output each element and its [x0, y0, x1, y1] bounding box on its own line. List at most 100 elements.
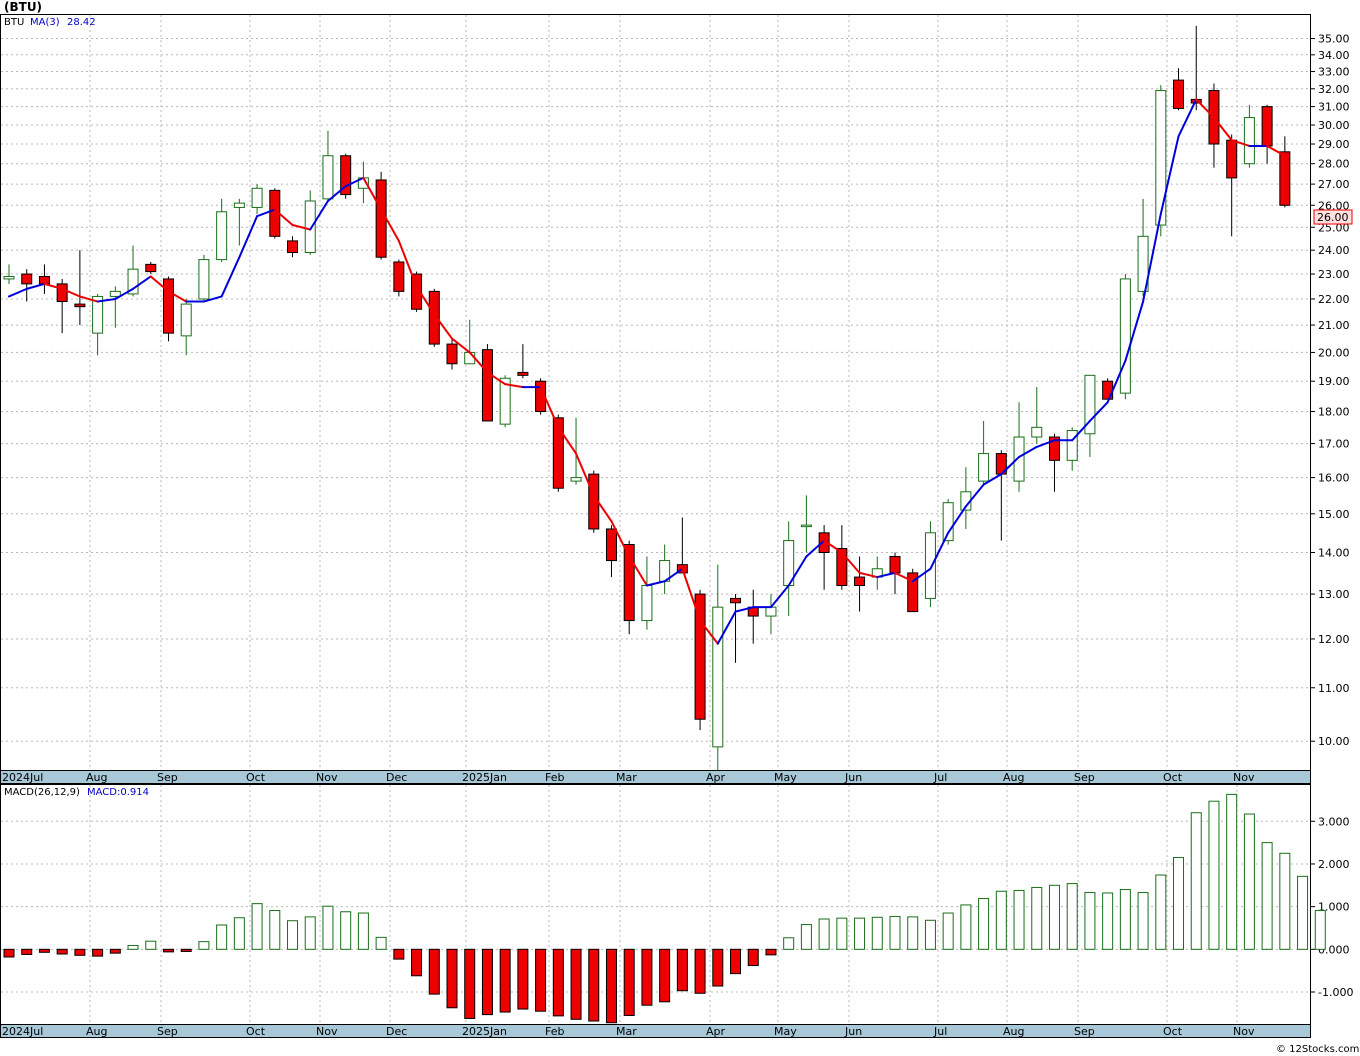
macd-bar — [269, 909, 281, 950]
candle — [216, 198, 228, 262]
candle-body — [1226, 139, 1238, 179]
candle-body — [1243, 117, 1255, 165]
candle — [818, 525, 830, 590]
macd-bar — [109, 948, 121, 954]
macd-bar — [499, 948, 511, 1013]
ma-segment — [1212, 116, 1233, 142]
macd-tick-label: 2.000 — [1318, 858, 1350, 871]
macd-bar — [1031, 886, 1043, 950]
ma-segment — [557, 426, 578, 455]
candle-body — [127, 268, 139, 295]
price-x-label: May — [774, 771, 797, 784]
candle — [1031, 387, 1043, 444]
candle-body — [180, 303, 192, 337]
candle-body — [1155, 90, 1167, 226]
candle-body — [375, 179, 387, 258]
candle-body — [836, 548, 848, 587]
macd-bar — [56, 948, 68, 955]
ma-segment — [947, 505, 967, 534]
price-x-axis: 2024Jul Aug Sep Oct Nov Dec 2025Jan Feb Mar Apr Ma… — [2, 771, 1255, 784]
macd-bar — [730, 948, 742, 975]
ma-segment — [1088, 401, 1109, 422]
macd-bar — [375, 936, 387, 950]
price-tick-label: 32.00 — [1318, 83, 1350, 96]
ma-segment — [8, 287, 28, 298]
candle — [836, 525, 848, 590]
candle-body — [570, 477, 582, 482]
macd-bar — [251, 903, 263, 950]
macd-bar — [1013, 889, 1025, 950]
legend-ma-label: MA(3) — [30, 17, 60, 28]
price-tick-label: 12.00 — [1318, 633, 1350, 646]
ma-segment — [628, 555, 648, 587]
macd-x-label: Oct — [1163, 1025, 1183, 1038]
ma-segment — [858, 571, 879, 579]
price-x-label: Feb — [545, 771, 564, 784]
legend-ma-value: 28.42 — [67, 17, 96, 28]
macd-bar — [1297, 875, 1309, 950]
macd-bar — [216, 924, 228, 950]
macd-pane — [0, 784, 1311, 1025]
macd-x-label: Jun — [844, 1025, 862, 1038]
macd-bar — [960, 904, 972, 950]
candle — [428, 288, 440, 347]
candle-body — [74, 303, 86, 308]
candle — [978, 420, 990, 485]
candle — [145, 261, 157, 275]
macd-bar — [676, 948, 688, 992]
macd-bar — [180, 948, 192, 952]
ma-segment — [220, 256, 241, 298]
macd-bar — [1066, 883, 1078, 950]
macd-bar — [287, 920, 299, 950]
candle — [605, 525, 617, 578]
macd-x-label: Aug — [86, 1025, 107, 1038]
macd-x-label: Sep — [157, 1025, 178, 1038]
candle — [694, 589, 706, 731]
macd-bar — [304, 916, 316, 950]
price-tick-label: 33.00 — [1318, 66, 1350, 79]
price-tick-label: 27.00 — [1318, 178, 1350, 191]
ma-segment — [202, 295, 223, 303]
candle-body — [1084, 374, 1096, 435]
macd-bar — [1226, 793, 1238, 950]
macd-bar — [889, 915, 901, 950]
candle-body — [800, 524, 812, 528]
candle — [1048, 433, 1060, 492]
candle — [1119, 274, 1131, 400]
macd-bar — [836, 917, 848, 950]
candle-body — [446, 343, 458, 365]
macd-bar — [21, 948, 33, 955]
candle-body — [481, 349, 493, 422]
candle — [907, 568, 919, 613]
candle — [21, 269, 33, 302]
price-tick-label: 34.00 — [1318, 49, 1350, 62]
macd-bar — [694, 948, 706, 994]
price-tick-label: 19.00 — [1318, 375, 1350, 388]
price-x-label: Sep — [157, 771, 178, 784]
price-x-label: 2024Jul — [2, 771, 43, 784]
ma-segment — [256, 208, 276, 218]
macd-bar — [127, 944, 139, 950]
macd-x-label: Sep — [1074, 1025, 1095, 1038]
macd-bar — [623, 948, 635, 1016]
ma-segment — [769, 584, 790, 609]
macd-x-label: Jul — [933, 1025, 947, 1038]
price-x-label: Mar — [616, 771, 637, 784]
macd-bar — [411, 948, 423, 977]
ma-segment — [539, 386, 560, 429]
candle-body — [1119, 278, 1131, 394]
ma-segment — [964, 483, 985, 508]
last-price-label: 26.00 — [1317, 211, 1349, 224]
candle-body — [251, 187, 263, 208]
macd-x-label: 2025Jan — [462, 1025, 507, 1038]
ma-segment — [1106, 359, 1127, 404]
price-x-label: Sep — [1074, 771, 1095, 784]
price-tick-label: 22.00 — [1318, 293, 1350, 306]
macd-bar — [1243, 813, 1255, 950]
macd-bar — [659, 948, 671, 1003]
price-tick-label: 10.00 — [1318, 735, 1350, 748]
candle-body — [1173, 79, 1185, 109]
macd-bar — [162, 948, 174, 953]
price-tick-label: 11.00 — [1318, 682, 1350, 695]
macd-bar — [552, 948, 564, 1017]
